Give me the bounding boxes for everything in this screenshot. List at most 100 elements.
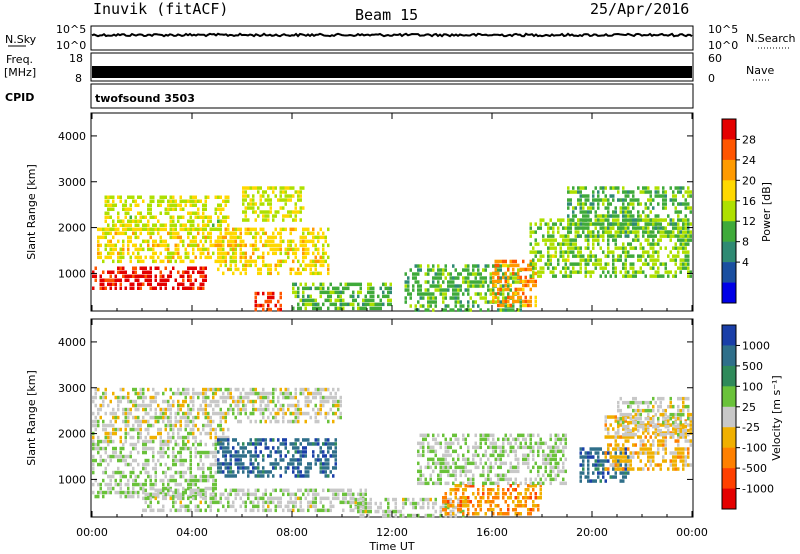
power-range-tick-0: 4000 [58, 130, 86, 143]
velocity-cbar-tick-4: -25 [742, 421, 760, 434]
noise-sky-label: N.Sky [5, 33, 37, 46]
power-range-ticks: 4000 3000 2000 1000 [58, 130, 693, 280]
velocity-range-tick-3: 1000 [58, 473, 86, 486]
freq-label-1: Freq. [6, 53, 33, 66]
power-region-6 [292, 282, 392, 311]
freq-tick-bottom: 8 [75, 72, 82, 85]
velocity-cbar-swatch-6 [722, 447, 736, 469]
power-cbar-tick-0: 28 [742, 133, 756, 146]
velocity-cbar-tick-2: 100 [742, 380, 763, 393]
velocity-region-6 [442, 484, 542, 516]
power-cbar-label: Power [dB] [760, 182, 773, 242]
date-title: 25/Apr/2016 [590, 0, 689, 18]
freq-tick-top: 18 [69, 52, 83, 65]
nave-label: Nave [746, 64, 774, 77]
power-cbar-swatch-0 [722, 119, 736, 140]
freq-label-2: [MHz] [4, 66, 36, 79]
noise-left-tick-top: 10^5 [56, 23, 86, 36]
velocity-range-ticks: 4000 3000 2000 1000 [58, 336, 693, 486]
velocity-region-1 [92, 442, 217, 499]
nave-tick-top: 60 [708, 52, 722, 65]
noise-right-tick-bottom: 10^0 [708, 39, 738, 52]
time-tick-6: 00:00 [676, 526, 708, 539]
velocity-data [92, 387, 692, 518]
noise-trace [91, 32, 693, 38]
time-tick-0: 00:00 [76, 526, 108, 539]
power-range-tick-1: 3000 [58, 176, 86, 189]
power-cbar-swatch-2 [722, 159, 736, 181]
power-range-tick-3: 1000 [58, 267, 86, 280]
power-region-1 [97, 227, 237, 264]
noise-right-tick-top: 10^5 [708, 23, 738, 36]
time-tick-5: 20:00 [576, 526, 608, 539]
power-cbar-swatch-8 [722, 282, 736, 304]
power-cbar-tick-1: 24 [742, 154, 756, 167]
noise-left-tick-bottom: 10^0 [56, 39, 86, 52]
velocity-cbar-label: Velocity [m s⁻¹] [770, 375, 783, 460]
frequency-strip: Freq. [MHz] 18 8 60 0 Nave [4, 52, 774, 85]
velocity-cbar-tick-7: -1000 [742, 483, 774, 496]
time-tick-4: 16:00 [476, 526, 508, 539]
power-cbar-swatch-4 [722, 200, 736, 222]
velocity-cbar-tick-0: 1000 [742, 339, 770, 352]
power-data [92, 186, 692, 312]
velocity-ylabel: Slant Range [km] [25, 370, 38, 466]
cpid-value: twofsound 3503 [95, 92, 195, 105]
power-ylabel: Slant Range [km] [25, 164, 38, 260]
time-tick-1: 04:00 [176, 526, 208, 539]
cpid-strip: CPID twofsound 3503 [5, 83, 694, 109]
power-cbar-swatch-7 [722, 262, 736, 283]
velocity-colorbar: 1000 500 100 25 -25 -100 -500 -1000 [721, 324, 774, 510]
power-cbar-swatch-6 [722, 241, 736, 263]
velocity-region-0 [92, 387, 230, 444]
velocity-range-tick-1: 3000 [58, 382, 86, 395]
power-panel: 4000 3000 2000 1000 Slant Range [km] 28 24 20… [25, 112, 773, 312]
velocity-cbar-swatch-0 [722, 325, 736, 346]
velocity-range-tick-0: 4000 [58, 336, 86, 349]
power-range-tick-2: 2000 [58, 222, 86, 235]
velocity-region-2 [217, 438, 337, 478]
noise-search-label: N.Search [746, 32, 796, 45]
frequency-trace [92, 66, 692, 78]
nave-tick-bottom: 0 [708, 72, 715, 85]
velocity-cbar-swatch-2 [722, 365, 736, 387]
noise-strip: N.Sky 10^5 10^0 10^5 10^0 N.Search [5, 23, 796, 52]
power-cbar-tick-4: 12 [742, 215, 756, 228]
beam-title: Beam 15 [355, 6, 418, 24]
velocity-cbar-tick-1: 500 [742, 360, 763, 373]
power-region-9 [529, 218, 692, 278]
time-axis: 00:00 04:00 08:00 12:00 16:00 20:00 00:00 [76, 113, 708, 539]
power-cbar-tick-3: 16 [742, 195, 756, 208]
cpid-label: CPID [5, 91, 34, 104]
power-region-0 [92, 266, 207, 290]
velocity-cbar-swatch-1 [722, 345, 736, 367]
velocity-cbar-tick-5: -100 [742, 442, 767, 455]
power-cbar-tick-5: 8 [742, 236, 749, 249]
power-cbar-swatch-1 [722, 139, 736, 161]
power-region-8 [492, 259, 537, 308]
velocity-cbar-tick-6: -500 [742, 462, 767, 475]
time-tick-3: 12:00 [376, 526, 408, 539]
time-axis-label: Time UT [368, 540, 414, 553]
power-cbar-swatch-5 [722, 221, 736, 242]
velocity-cbar-swatch-5 [722, 427, 736, 448]
power-region-5 [254, 291, 282, 312]
power-region-3 [217, 227, 330, 276]
power-cbar-tick-6: 4 [742, 256, 749, 269]
velocity-region-3 [229, 387, 342, 424]
velocity-cbar-swatch-7 [722, 468, 736, 489]
time-tick-2: 08:00 [276, 526, 308, 539]
velocity-cbar-swatch-3 [722, 386, 736, 408]
velocity-region-7 [417, 433, 567, 486]
power-cbar-swatch-3 [722, 180, 736, 202]
velocity-region-10 [617, 396, 692, 437]
velocity-cbar-swatch-8 [722, 488, 736, 510]
velocity-region-5 [354, 497, 467, 518]
power-cbar-tick-2: 20 [742, 174, 756, 187]
velocity-range-tick-2: 2000 [58, 428, 86, 441]
velocity-cbar-tick-3: 25 [742, 401, 756, 414]
power-region-10 [567, 186, 692, 238]
power-region-4 [242, 186, 305, 222]
velocity-cbar-swatch-4 [722, 406, 736, 428]
